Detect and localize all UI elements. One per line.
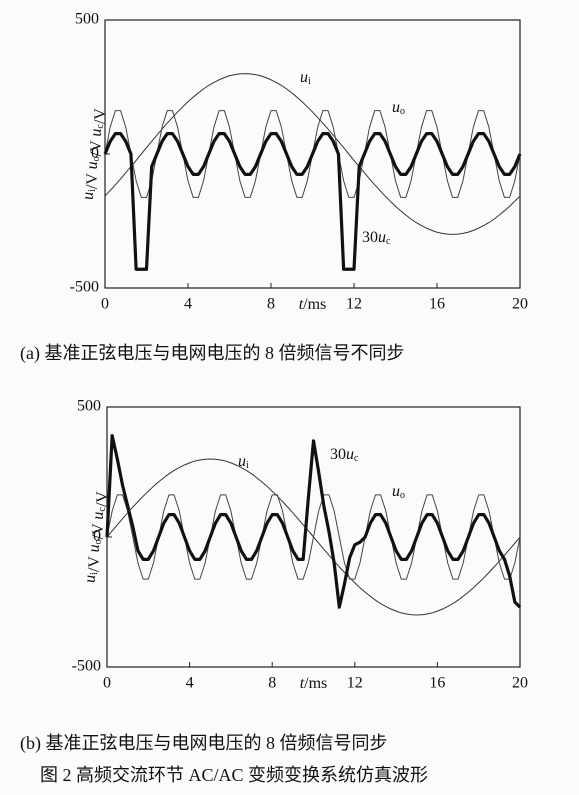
y-tick-label: 0 bbox=[91, 145, 99, 162]
series-label: ui bbox=[238, 453, 249, 472]
series-label: 30uc bbox=[330, 446, 359, 465]
chart-caption: (a) 基准正弦电压与电网电压的 8 倍频信号不同步 bbox=[20, 343, 404, 364]
x-tick-label: 4 bbox=[184, 296, 192, 313]
x-tick-label: 8 bbox=[267, 296, 275, 313]
x-tick-label: 0 bbox=[101, 296, 109, 313]
x-tick-label: 16 bbox=[429, 296, 445, 313]
x-tick-label: 20 bbox=[512, 296, 528, 313]
series-label: 30uc bbox=[362, 229, 391, 248]
x-tick-label: 20 bbox=[512, 675, 528, 692]
y-tick-label: 500 bbox=[77, 398, 101, 415]
y-tick-label: -500 bbox=[70, 279, 99, 296]
x-axis-label: t/ms bbox=[299, 296, 327, 313]
x-tick-label: 4 bbox=[186, 675, 194, 692]
x-tick-label: 12 bbox=[347, 675, 363, 692]
y-axis-label: ui/V uo/V uc/V bbox=[82, 491, 111, 583]
x-axis-label: t/ms bbox=[300, 675, 328, 692]
x-tick-label: 8 bbox=[268, 675, 276, 692]
chart-caption: (b) 基准正弦电压与电网电压的 8 倍频信号同步 bbox=[20, 733, 388, 754]
series-label: uo bbox=[392, 99, 405, 118]
figure-caption: 图 2 高频交流环节 AC/AC 变频变换系统仿真波形 bbox=[40, 765, 428, 785]
y-tick-label: 500 bbox=[75, 11, 99, 28]
series-label: ui bbox=[300, 69, 311, 88]
series-line bbox=[105, 434, 522, 609]
y-tick-label: -500 bbox=[72, 658, 101, 675]
series-line bbox=[103, 132, 522, 271]
y-tick-label: 0 bbox=[93, 528, 101, 545]
x-tick-label: 16 bbox=[429, 675, 445, 692]
x-tick-label: 0 bbox=[103, 675, 111, 692]
x-tick-label: 12 bbox=[346, 296, 362, 313]
y-axis-label: ui/V uo/V uc/V bbox=[80, 108, 109, 200]
series-line bbox=[106, 494, 521, 580]
series-label: uo bbox=[392, 483, 405, 502]
